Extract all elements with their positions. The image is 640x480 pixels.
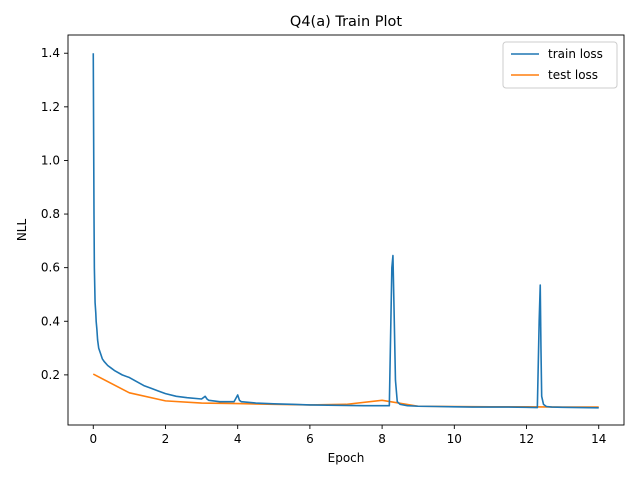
chart-title: Q4(a) Train Plot <box>290 14 402 30</box>
plot-frame <box>67 34 625 426</box>
x-tick-label: 2 <box>162 432 170 446</box>
x-tick-label: 10 <box>447 432 462 446</box>
x-tick-label: 6 <box>306 432 314 446</box>
y-axis-label: NLL <box>15 219 29 242</box>
x-tick-label: 0 <box>89 432 97 446</box>
y-tick-label: 1.2 <box>41 100 60 114</box>
y-tick-label: 1.4 <box>41 46 60 60</box>
legend-label-test-loss: test loss <box>548 68 598 82</box>
y-tick-label: 0.6 <box>41 261 60 275</box>
legend-label-train-loss: train loss <box>548 47 603 61</box>
x-tick-label: 14 <box>591 432 606 446</box>
y-tick-label: 0.4 <box>41 314 60 328</box>
x-tick-label: 4 <box>234 432 242 446</box>
legend: train loss test loss <box>502 41 618 89</box>
y-tick-label: 1.0 <box>41 153 60 167</box>
y-tick-label: 0.2 <box>41 368 60 382</box>
x-axis-label: Epoch <box>328 451 365 465</box>
x-tick-label: 12 <box>519 432 534 446</box>
y-tick-label: 0.8 <box>41 207 60 221</box>
series-line-train-loss <box>92 53 599 409</box>
x-tick-label: 8 <box>378 432 386 446</box>
